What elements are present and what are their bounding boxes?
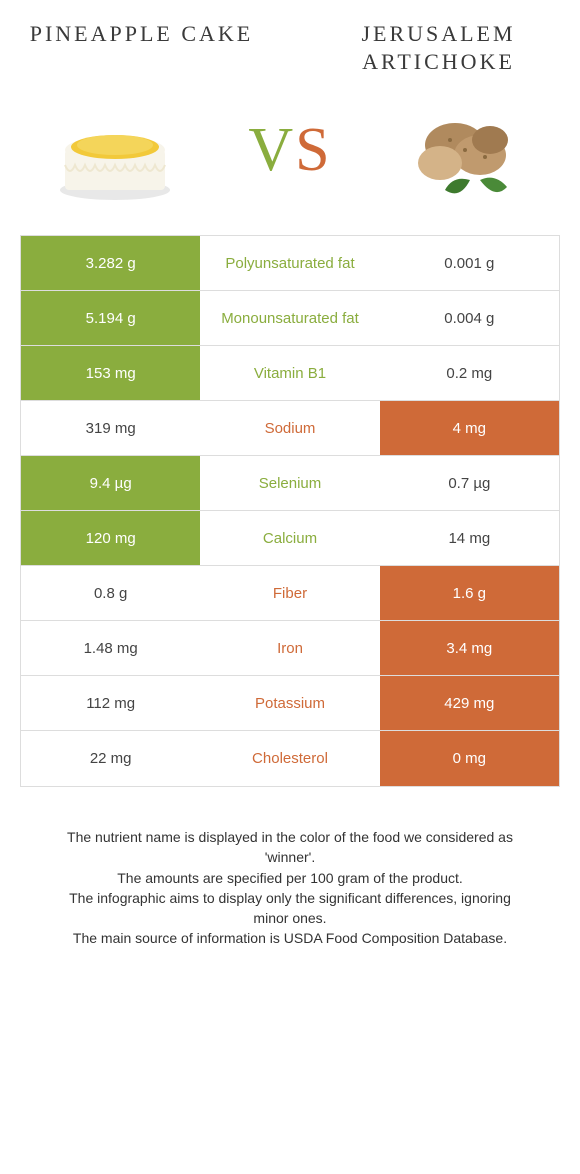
footer-line-2: The amounts are specified per 100 gram o…	[50, 868, 530, 888]
right-value-cell: 0.001 g	[380, 236, 559, 290]
right-value-cell: 0.2 mg	[380, 346, 559, 400]
nutrient-name-cell: Cholesterol	[200, 731, 379, 786]
table-row: 319 mgSodium4 mg	[21, 401, 559, 456]
footer-notes: The nutrient name is displayed in the co…	[20, 827, 560, 949]
pineapple-cake-image	[40, 90, 190, 210]
nutrient-name-cell: Calcium	[200, 511, 379, 565]
nutrient-name-cell: Potassium	[200, 676, 379, 730]
nutrient-name-cell: Polyunsaturated fat	[200, 236, 379, 290]
left-value-cell: 1.48 mg	[21, 621, 200, 675]
right-value-cell: 3.4 mg	[380, 621, 559, 675]
left-value-cell: 22 mg	[21, 731, 200, 786]
left-food-title: PINEAPPLE CAKE	[20, 20, 263, 75]
right-value-cell: 429 mg	[380, 676, 559, 730]
nutrient-name-cell: Vitamin B1	[200, 346, 379, 400]
table-row: 9.4 µgSelenium0.7 µg	[21, 456, 559, 511]
table-row: 0.8 gFiber1.6 g	[21, 566, 559, 621]
vs-row: VS	[20, 90, 560, 210]
table-row: 22 mgCholesterol0 mg	[21, 731, 559, 786]
footer-line-4: The main source of information is USDA F…	[50, 928, 530, 948]
right-value-cell: 1.6 g	[380, 566, 559, 620]
table-row: 112 mgPotassium429 mg	[21, 676, 559, 731]
left-value-cell: 112 mg	[21, 676, 200, 730]
nutrient-name-cell: Fiber	[200, 566, 379, 620]
nutrient-name-cell: Monounsaturated fat	[200, 291, 379, 345]
right-value-cell: 4 mg	[380, 401, 559, 455]
table-row: 153 mgVitamin B10.2 mg	[21, 346, 559, 401]
nutrient-name-cell: Iron	[200, 621, 379, 675]
right-food-title: JERUSALEM ARTICHOKE	[317, 20, 560, 75]
table-row: 5.194 gMonounsaturated fat0.004 g	[21, 291, 559, 346]
footer-line-3: The infographic aims to display only the…	[50, 888, 530, 929]
left-value-cell: 9.4 µg	[21, 456, 200, 510]
right-value-cell: 0.7 µg	[380, 456, 559, 510]
vs-s: S	[295, 116, 331, 184]
right-value-cell: 0 mg	[380, 731, 559, 786]
left-value-cell: 0.8 g	[21, 566, 200, 620]
table-row: 1.48 mgIron3.4 mg	[21, 621, 559, 676]
jerusalem-artichoke-image	[390, 90, 540, 210]
table-row: 3.282 gPolyunsaturated fat0.001 g	[21, 236, 559, 291]
footer-line-1: The nutrient name is displayed in the co…	[50, 827, 530, 868]
vs-label: VS	[248, 115, 331, 186]
infographic-container: PINEAPPLE CAKE JERUSALEM ARTICHOKE VS	[0, 0, 580, 949]
vs-v: V	[248, 116, 295, 184]
title-row: PINEAPPLE CAKE JERUSALEM ARTICHOKE	[20, 20, 560, 75]
left-value-cell: 3.282 g	[21, 236, 200, 290]
left-value-cell: 153 mg	[21, 346, 200, 400]
left-value-cell: 120 mg	[21, 511, 200, 565]
nutrient-name-cell: Sodium	[200, 401, 379, 455]
left-value-cell: 319 mg	[21, 401, 200, 455]
right-value-cell: 14 mg	[380, 511, 559, 565]
table-row: 120 mgCalcium14 mg	[21, 511, 559, 566]
nutrient-name-cell: Selenium	[200, 456, 379, 510]
nutrient-table: 3.282 gPolyunsaturated fat0.001 g5.194 g…	[20, 235, 560, 787]
left-value-cell: 5.194 g	[21, 291, 200, 345]
right-value-cell: 0.004 g	[380, 291, 559, 345]
